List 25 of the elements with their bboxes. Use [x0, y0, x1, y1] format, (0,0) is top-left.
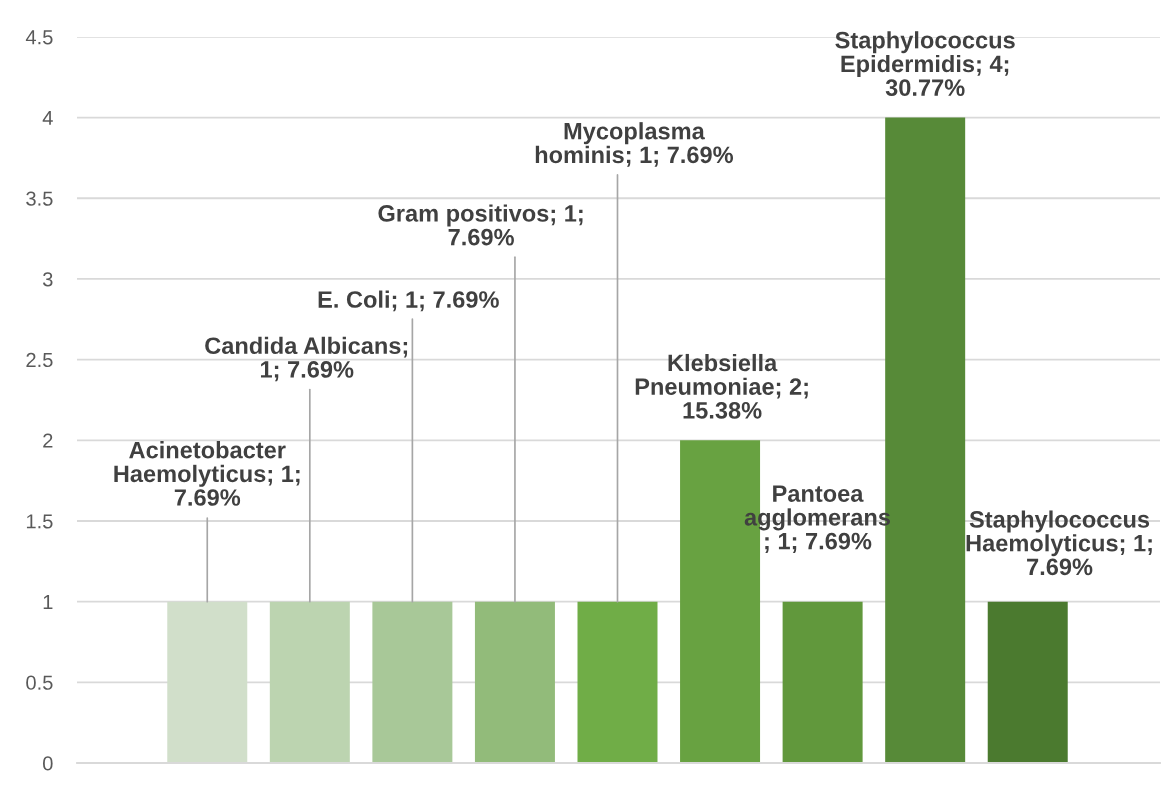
bar — [782, 601, 863, 764]
data-label: Klebsiella Pneumoniae; 2; 15.38% — [635, 353, 808, 419]
y-tick-label: 2 — [43, 433, 53, 448]
data-label: Acinetobacter Haemolyticus; 1; 7.69% — [114, 441, 300, 506]
bar — [269, 601, 350, 764]
y-tick-label: 3.5 — [26, 191, 53, 206]
data-label: Gram positivos; 1; 7.69% — [378, 204, 583, 246]
data-label: Staphylococcus Haemolyticus; 1; 7.69% — [966, 510, 1152, 576]
data-label: E. Coli; 1; 7.69% — [318, 290, 499, 312]
y-tick-label: 2.5 — [26, 352, 53, 368]
data-label: Candida Albicans; 1; 7.69% — [205, 336, 408, 382]
bar — [372, 601, 453, 764]
bar — [474, 601, 555, 764]
data-label: Staphylococcus Epidermidis; 4; 30.77% — [835, 31, 1015, 97]
data-label: Mycoplasma hominis; 1; 7.69% — [535, 122, 734, 167]
y-tick-label: 0.5 — [26, 675, 53, 690]
y-tick-label: 0 — [42, 756, 53, 771]
y-tick-label: 3 — [42, 272, 53, 287]
bar — [167, 601, 248, 764]
y-tick-label: 4 — [42, 111, 53, 125]
y-tick-label: 1 — [43, 595, 53, 609]
bar — [987, 601, 1068, 764]
bar — [577, 601, 658, 764]
y-tick-label: 1.5 — [26, 514, 53, 529]
y-tick-label: 4.5 — [25, 30, 53, 45]
